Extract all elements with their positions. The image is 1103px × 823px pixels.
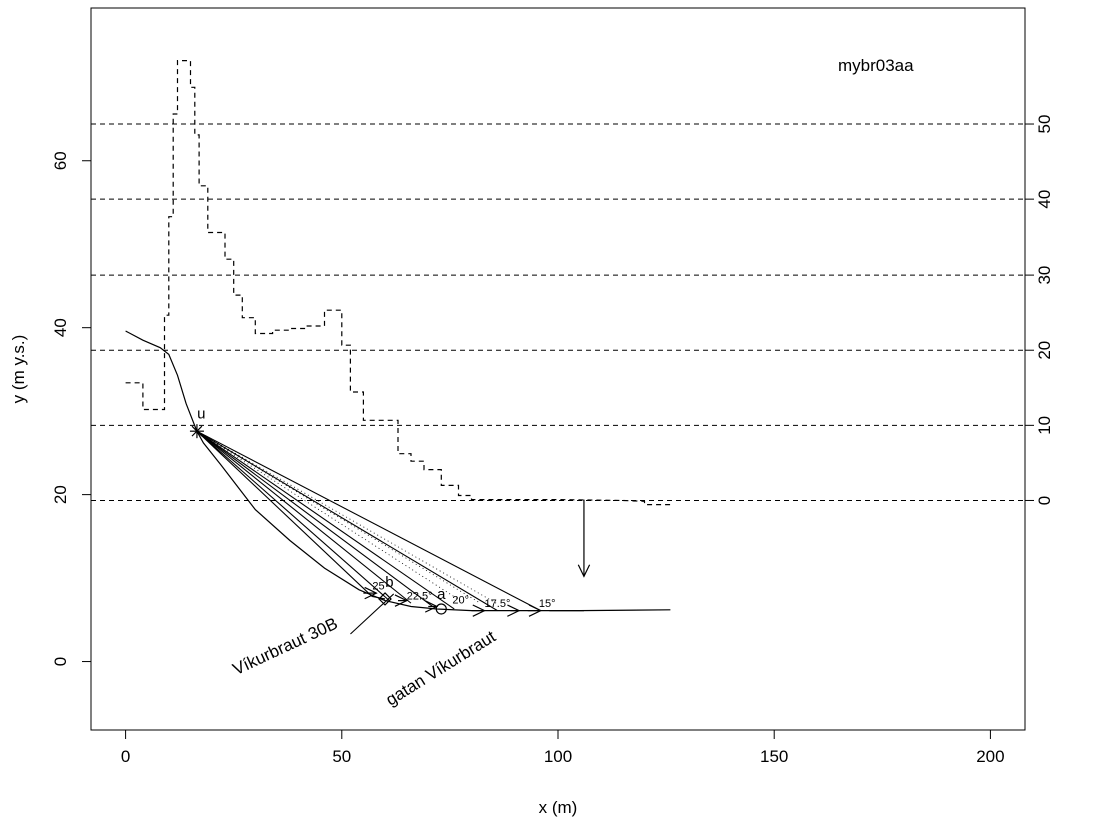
annotation-label: b <box>385 574 393 591</box>
y-tick-label: 0 <box>51 657 70 666</box>
annotation-label: 17.5° <box>485 598 511 610</box>
x-axis-label: x (m) <box>539 798 578 817</box>
step-profile-line <box>125 59 671 506</box>
series-layer <box>125 59 671 612</box>
arrow-head <box>364 586 378 600</box>
angle-ray <box>196 430 390 602</box>
arrow-head <box>577 564 591 578</box>
annotation-label: gatan Víkurbraut <box>382 627 499 710</box>
angle-ray <box>196 430 455 610</box>
grid-lines <box>91 123 1025 501</box>
right-tick-label: 50 <box>1035 115 1054 134</box>
angle-ray <box>196 430 373 597</box>
chart-title: mybr03aa <box>838 56 914 75</box>
annotation-label: 25 <box>372 580 384 592</box>
plot-frame <box>90 7 1026 731</box>
dotted-ray <box>196 430 464 603</box>
annotation-label: 20° <box>452 595 469 607</box>
right-tick-label: 40 <box>1035 190 1054 209</box>
dotted-ray <box>196 430 498 605</box>
right-tick-label: 0 <box>1035 496 1054 505</box>
angle-ray <box>196 430 412 604</box>
y-tick-label: 60 <box>51 151 70 170</box>
right-tick-label: 30 <box>1035 266 1054 285</box>
dotted-ray <box>196 430 481 604</box>
right-tick-label: 20 <box>1035 341 1054 360</box>
leader-line <box>350 593 395 635</box>
annotation-label: a <box>437 586 446 603</box>
x-tick-label: 150 <box>760 747 788 766</box>
y-axis-label: y (m y.s.) <box>9 335 28 404</box>
angle-ray <box>196 430 541 612</box>
annotation-layer: u b a 25 22.5° 20° 17.5° 15° Víkurbraut 30B gatan… <box>189 405 591 710</box>
annotation-label: u <box>197 405 205 422</box>
y-tick-label: 20 <box>51 485 70 504</box>
angle-ray <box>196 430 498 612</box>
x-tick-label: 100 <box>544 747 572 766</box>
x-tick-label: 0 <box>121 747 130 766</box>
annotation-label: 15° <box>539 598 556 610</box>
annotation-label: 22.5° <box>407 590 433 602</box>
annotation-label: Víkurbraut 30B <box>230 614 341 679</box>
arrow-head <box>528 604 543 617</box>
x-tick-label: 50 <box>332 747 351 766</box>
y-tick-label: 40 <box>51 318 70 337</box>
profile-line <box>125 330 671 612</box>
arrow-head <box>507 604 521 617</box>
angle-ray <box>196 430 433 607</box>
diamond-marker <box>378 592 392 606</box>
right-tick-label: 10 <box>1035 416 1054 435</box>
arrow-head <box>394 594 409 607</box>
circle-marker <box>435 603 447 615</box>
leader-line <box>371 595 386 600</box>
star-marker <box>191 425 203 437</box>
arrow-head <box>472 604 486 617</box>
x-tick-label: 200 <box>976 747 1004 766</box>
